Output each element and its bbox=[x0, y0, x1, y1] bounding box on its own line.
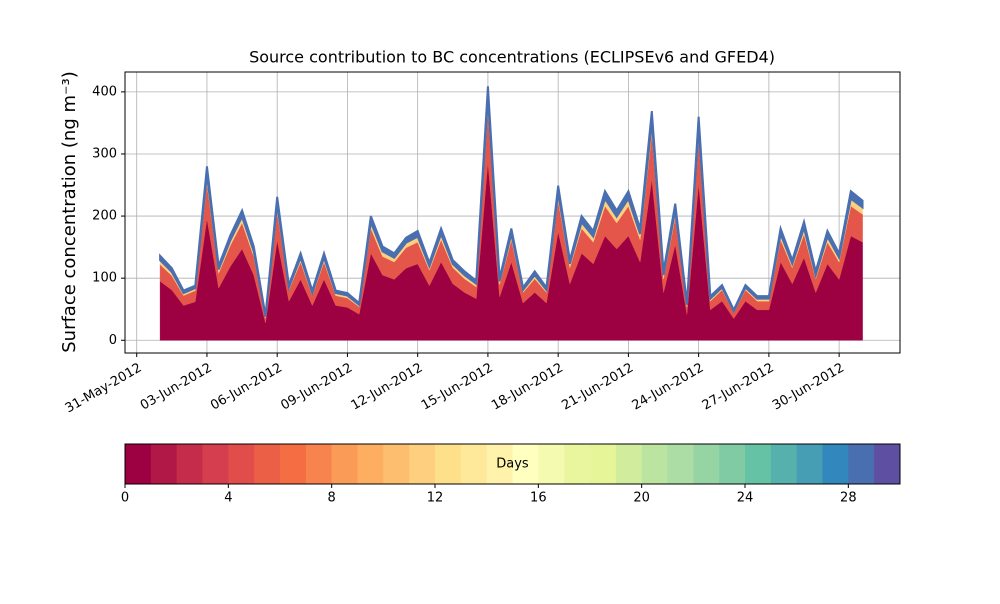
colorbar-swatch bbox=[822, 444, 849, 484]
colorbar-swatch bbox=[460, 444, 488, 484]
colorbar-swatch bbox=[228, 444, 255, 484]
colorbar-tick-label: 16 bbox=[530, 491, 547, 506]
x-tick-label: 31-May-2012 bbox=[63, 361, 145, 417]
colorbar-swatch bbox=[254, 444, 281, 484]
colorbar-swatch bbox=[512, 444, 539, 484]
colorbar-swatch bbox=[150, 444, 178, 484]
y-tick-label: 300 bbox=[92, 146, 117, 161]
colorbar-tick-label: 0 bbox=[121, 491, 129, 506]
colorbar-swatch bbox=[409, 444, 436, 484]
colorbar-swatch bbox=[280, 444, 307, 484]
colorbar-swatch bbox=[176, 444, 203, 484]
y-tick-label: 400 bbox=[92, 84, 117, 99]
colorbar-swatch bbox=[719, 444, 746, 484]
x-tick-label: 03-Jun-2012 bbox=[138, 361, 215, 414]
colorbar-swatch bbox=[615, 444, 643, 484]
colorbar-tick-label: 4 bbox=[224, 491, 232, 506]
x-tick-label: 12-Jun-2012 bbox=[349, 361, 426, 414]
colorbar-frame bbox=[124, 443, 901, 485]
y-tick-label: 200 bbox=[92, 209, 117, 224]
colorbar-swatch bbox=[538, 444, 565, 484]
x-tick-label: 21-Jun-2012 bbox=[559, 361, 636, 414]
colorbar-swatch bbox=[564, 444, 591, 484]
x-tick-label: 15-Jun-2012 bbox=[419, 361, 496, 414]
colorbar-swatch bbox=[357, 444, 384, 484]
colorbar-swatch bbox=[590, 444, 617, 484]
x-tick-label: 24-Jun-2012 bbox=[630, 361, 707, 414]
colorbar-swatch bbox=[796, 444, 823, 484]
colorbar-tick-label: 28 bbox=[840, 491, 857, 506]
y-axis-label: Surface concentration (ng m⁻³) bbox=[59, 71, 80, 353]
colorbar-swatch bbox=[693, 444, 720, 484]
colorbar-tick-label: 24 bbox=[737, 491, 754, 506]
x-tick-label: 27-Jun-2012 bbox=[700, 361, 777, 414]
colorbar-swatch bbox=[848, 444, 875, 484]
colorbar-swatch bbox=[770, 444, 798, 484]
colorbar-swatch bbox=[383, 444, 410, 484]
colorbar-swatch bbox=[874, 444, 901, 484]
y-tick-label: 0 bbox=[109, 333, 117, 348]
y-tick-label: 100 bbox=[92, 271, 117, 286]
colorbar-tick-label: 20 bbox=[633, 491, 650, 506]
x-tick-label: 30-Jun-2012 bbox=[770, 361, 847, 414]
colorbar-swatch bbox=[641, 444, 668, 484]
colorbar-swatch bbox=[745, 444, 772, 484]
colorbar-swatch bbox=[202, 444, 229, 484]
colorbar-swatch bbox=[125, 444, 152, 484]
x-tick-label: 09-Jun-2012 bbox=[278, 361, 355, 414]
colorbar-swatch bbox=[305, 444, 333, 484]
colorbar-tick-label: 12 bbox=[427, 491, 444, 506]
chart-title: Source contribution to BC concentrations… bbox=[249, 48, 775, 67]
colorbar-label: Days bbox=[496, 457, 529, 472]
x-tick-label: 06-Jun-2012 bbox=[208, 361, 285, 414]
colorbar-swatch bbox=[486, 444, 513, 484]
plot-frame bbox=[124, 71, 901, 354]
colorbar-swatch bbox=[667, 444, 694, 484]
colorbar-swatch bbox=[435, 444, 462, 484]
colorbar-swatch bbox=[331, 444, 358, 484]
x-tick-label: 18-Jun-2012 bbox=[489, 361, 566, 414]
colorbar-tick-label: 8 bbox=[328, 491, 336, 506]
area-band bbox=[159, 86, 864, 317]
